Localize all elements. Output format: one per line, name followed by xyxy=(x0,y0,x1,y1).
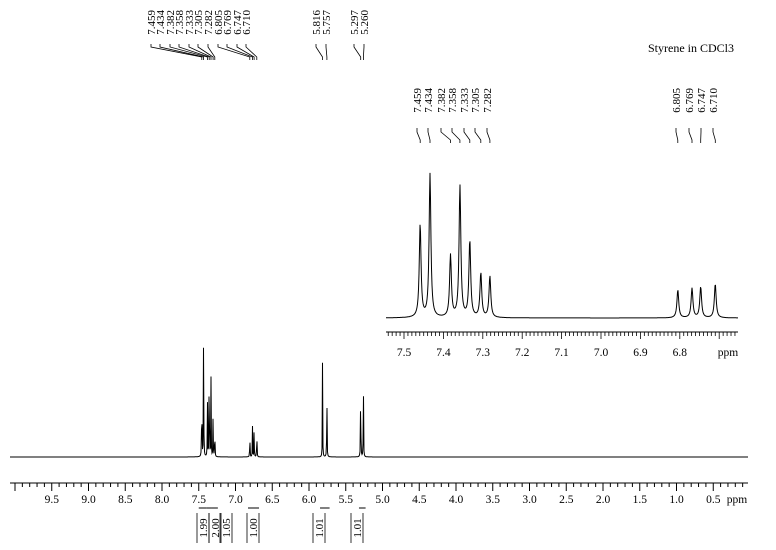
main-peak-label: 6.805 xyxy=(213,10,225,35)
main-x-tick-label: 2.0 xyxy=(596,494,611,506)
main-peak-connector xyxy=(207,44,216,60)
chart-title: Styrene in CDCl3 xyxy=(648,41,734,55)
inset-peak-connector xyxy=(463,128,471,143)
main-peak-label: 7.382 xyxy=(165,10,177,35)
inset-peak-connector xyxy=(675,128,679,143)
inset-x-tick-label: 7.3 xyxy=(476,347,491,359)
main-x-tick-label: 1.5 xyxy=(633,494,648,506)
main-x-tick-label: 9.0 xyxy=(81,494,96,506)
main-x-tick-label: 7.5 xyxy=(192,494,207,506)
inset-peak-connector xyxy=(688,128,693,143)
main-spectrum xyxy=(10,347,748,458)
inset-peak-label: 7.333 xyxy=(459,88,471,113)
main-x-tick-label: 8.0 xyxy=(155,494,170,506)
integral-value: 1.01 xyxy=(314,518,326,537)
main-peak-connector xyxy=(197,44,214,60)
inset-peak-label: 6.769 xyxy=(684,88,696,113)
main-x-tick-label: 2.5 xyxy=(559,494,574,506)
main-peak-label: 7.282 xyxy=(203,10,215,35)
main-peak-connector xyxy=(159,44,205,60)
main-peak-connector xyxy=(217,44,251,60)
main-peak-label: 7.459 xyxy=(146,10,158,35)
integral-value: 1.00 xyxy=(248,518,260,538)
inset-peak-connector xyxy=(451,128,461,143)
main-peak-connector xyxy=(353,44,362,60)
main-peak-label: 5.297 xyxy=(349,10,361,35)
main-peak-connector xyxy=(188,44,212,60)
inset-x-tick-label: 7.0 xyxy=(594,347,609,359)
inset-spectrum-line xyxy=(386,172,738,319)
integral-value: 1.05 xyxy=(221,518,233,538)
integral-value: 2.00 xyxy=(210,518,222,538)
main-peak-connector xyxy=(325,44,328,60)
inset-peak-connector xyxy=(440,128,451,143)
main-peak-label: 7.358 xyxy=(174,10,186,35)
main-peak-connector xyxy=(245,44,258,60)
main-peak-connector xyxy=(178,44,210,60)
inset-peak-label: 6.805 xyxy=(671,88,683,113)
inset-x-tick-label: 7.5 xyxy=(397,347,412,359)
main-peak-label: 6.769 xyxy=(222,10,234,35)
main-x-tick-label: 0.5 xyxy=(706,494,721,506)
main-x-tick-label: 3.5 xyxy=(486,494,501,506)
main-x-tick-label: 1.0 xyxy=(669,494,684,506)
inset-peak-label: 7.434 xyxy=(423,88,435,113)
main-peak-connector xyxy=(169,44,208,60)
main-x-tick-label: 4.5 xyxy=(412,494,427,506)
main-peak-label: 7.305 xyxy=(193,10,205,35)
main-peak-connector xyxy=(362,44,365,60)
main-x-tick-label: 4.0 xyxy=(449,494,464,506)
inset-peak-label: 7.305 xyxy=(470,88,482,113)
inset-peak-label: 7.282 xyxy=(482,88,494,113)
main-peak-labels: 7.4597.4347.3827.3587.3337.3057.2826.805… xyxy=(146,10,371,60)
main-x-tick-label: 3.0 xyxy=(522,494,537,506)
main-x-axis-label: ppm xyxy=(727,494,748,506)
integral-labels: 1.99 2.00 1.05 1.00 1.01 1.01 xyxy=(196,507,366,543)
inset-peak-label: 7.382 xyxy=(436,88,448,113)
main-peak-connector xyxy=(315,44,323,60)
inset-x-tick-label: 6.9 xyxy=(633,347,648,359)
main-x-tick-label: 5.5 xyxy=(339,494,354,506)
main-x-tick-label: 6.5 xyxy=(265,494,280,506)
inset-x-tick-label: 7.4 xyxy=(436,347,451,359)
integral-value: 1.01 xyxy=(352,518,364,537)
inset-peak-label: 6.747 xyxy=(696,88,708,113)
inset-x-tick-label: 7.2 xyxy=(515,347,530,359)
inset-peak-connector xyxy=(486,128,491,143)
inset-peak-label: 7.459 xyxy=(412,88,424,113)
main-x-tick-label: 7.0 xyxy=(228,494,243,506)
integral-value: 1.99 xyxy=(198,518,210,538)
main-peak-connector xyxy=(150,44,203,60)
main-peak-connector xyxy=(236,44,255,60)
main-peak-label: 5.260 xyxy=(359,10,371,35)
main-x-tick-label: 5.0 xyxy=(375,494,390,506)
main-x-tick-label: 6.0 xyxy=(302,494,317,506)
inset-peak-label: 6.710 xyxy=(708,88,720,113)
inset-peak-connector xyxy=(474,128,482,143)
main-spectrum-line xyxy=(10,347,748,458)
inset-x-axis-label: ppm xyxy=(718,347,739,359)
inset-x-tick-label: 7.1 xyxy=(554,347,569,359)
main-peak-label: 6.747 xyxy=(232,10,244,35)
main-peak-label: 7.333 xyxy=(184,10,196,35)
inset-x-tick-label: 6.8 xyxy=(673,347,688,359)
main-x-tick-label: 8.5 xyxy=(118,494,133,506)
main-peak-connector xyxy=(226,44,253,60)
main-x-axis: 9.5 9.0 8.5 8.0 7.5 7.0 6.5 6.0 5.5 5.0 4.5 4.0 3.5 3… xyxy=(10,482,748,506)
inset-peak-label: 7.358 xyxy=(447,88,459,113)
main-peak-label: 5.757 xyxy=(321,10,333,35)
inset-peak-connector xyxy=(712,128,716,143)
main-peak-label: 7.434 xyxy=(155,10,167,35)
inset-peak-connector xyxy=(416,128,421,143)
main-x-tick-label: 9.5 xyxy=(45,494,60,506)
main-peak-label: 5.816 xyxy=(311,10,323,35)
main-peak-label: 6.710 xyxy=(241,10,253,35)
inset-peak-connector xyxy=(427,128,431,143)
